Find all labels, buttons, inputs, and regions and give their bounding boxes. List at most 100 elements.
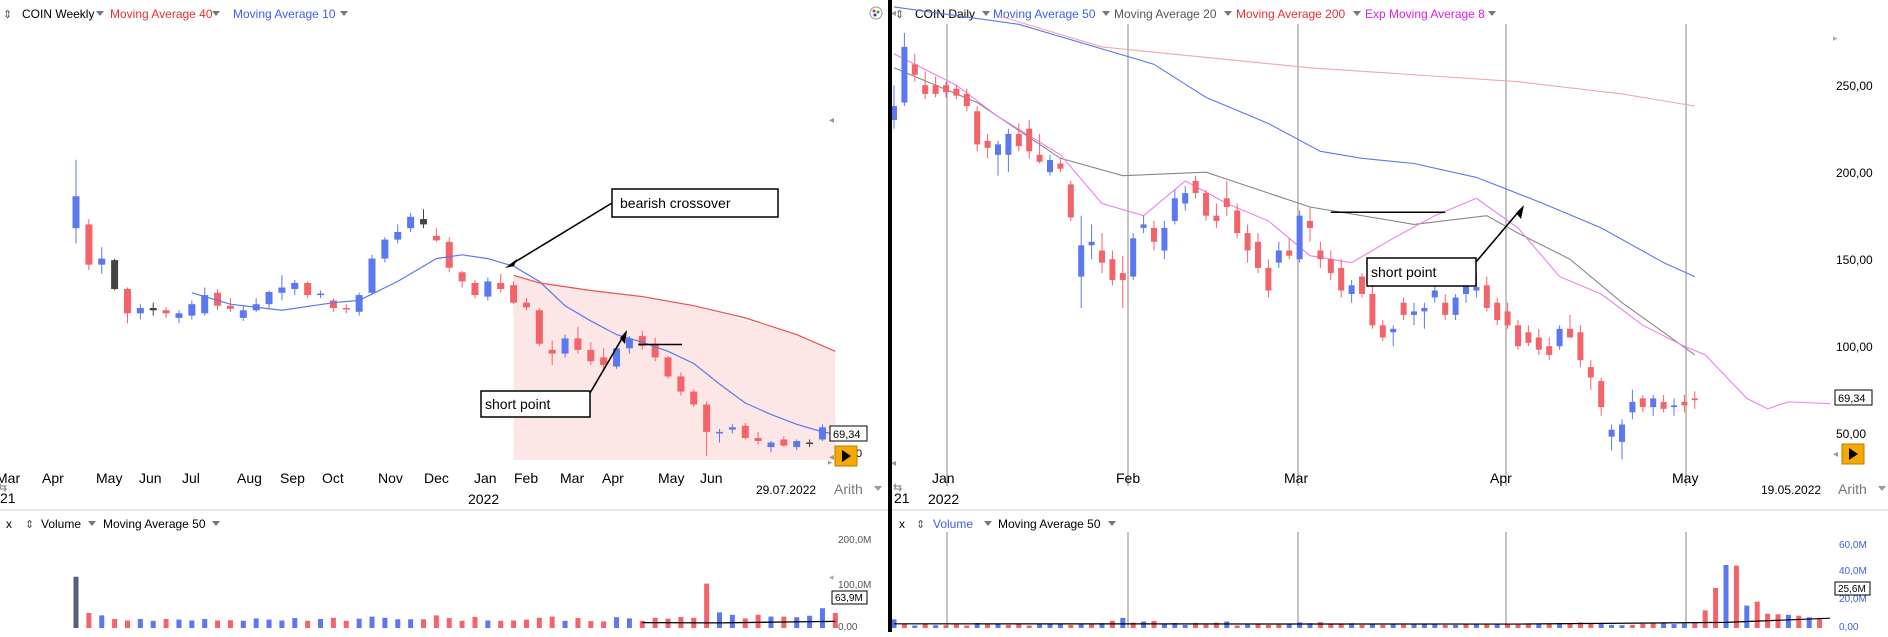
volume-title[interactable]: Volume <box>41 517 81 531</box>
arrowhead <box>620 330 627 344</box>
volume-bar <box>408 619 414 628</box>
volume-bar <box>472 616 478 628</box>
volume-bar <box>832 613 838 628</box>
ma200-indicator-label[interactable]: Moving Average 200 <box>1236 7 1346 21</box>
ma10-indicator-label[interactable]: Moving Average 10 <box>233 7 336 21</box>
symbol-selector-icon[interactable]: ⇕ <box>25 519 34 531</box>
daily-candle <box>1192 175 1199 199</box>
volume-bar <box>1505 623 1511 628</box>
dropdown-icon[interactable] <box>96 11 104 16</box>
candle-body <box>239 310 247 318</box>
scroll-right-icon[interactable]: ▸ <box>1833 33 1838 43</box>
volume-bar <box>1546 623 1552 628</box>
close-volume-icon[interactable]: x <box>899 517 905 531</box>
candle-body <box>1067 184 1074 218</box>
candle-body <box>471 282 479 296</box>
volume-axis-label: 100,0M <box>838 580 871 591</box>
symbol-selector-icon[interactable]: ⇕ <box>3 9 12 21</box>
symbol-selector-icon[interactable]: ⇕ <box>895 9 904 21</box>
weekly-candle <box>394 224 402 244</box>
symbol-selector-icon[interactable]: ⇕ <box>916 519 925 531</box>
candle-body <box>1442 302 1449 315</box>
scroll-left-icon[interactable]: ◂ <box>829 115 834 126</box>
x-axis-month-label: Jan <box>932 470 955 486</box>
weekly-candle <box>793 439 801 451</box>
volume-bar <box>1182 624 1188 628</box>
dropdown-icon[interactable] <box>1102 11 1110 16</box>
scale-mode-label[interactable]: Arith <box>1838 481 1867 497</box>
volume-bar <box>1130 622 1136 628</box>
daily-candle <box>1681 394 1688 413</box>
volume-bar <box>292 618 298 628</box>
daily-candle <box>943 81 949 98</box>
dropdown-icon[interactable] <box>984 521 992 526</box>
volume-bar <box>891 619 897 628</box>
ma40-indicator-label[interactable]: Moving Average 40 <box>110 7 213 21</box>
candle-body <box>407 216 415 229</box>
weekly-candle <box>149 302 157 316</box>
dropdown-icon[interactable] <box>340 11 348 16</box>
daily-candle <box>1535 328 1542 355</box>
daily-candle <box>1057 158 1064 173</box>
x-axis-month-label: Jun <box>139 470 162 486</box>
scroll-left-icon[interactable]: ◂ <box>891 458 896 469</box>
daily-candle <box>1629 389 1636 420</box>
volume-bar <box>1473 624 1479 628</box>
volume-ma-label[interactable]: Moving Average 50 <box>103 517 206 531</box>
volume-axis-label: 20,0M <box>1839 594 1867 605</box>
scroll-left-icon[interactable]: ◂ <box>829 572 834 582</box>
dropdown-icon[interactable] <box>1224 11 1232 16</box>
scale-dropdown-icon[interactable] <box>874 486 882 491</box>
pan-icon[interactable]: ⇆ <box>0 482 7 494</box>
scroll-left-icon[interactable]: ◂ <box>1833 449 1838 460</box>
volume-bar <box>369 616 375 628</box>
dropdown-icon[interactable] <box>212 521 220 526</box>
weekly-candle <box>317 290 325 299</box>
scroll-right-icon[interactable]: ▸ <box>828 457 833 467</box>
volume-bar <box>819 608 825 628</box>
volume-axis-label: 200,0M <box>838 535 871 546</box>
candle-body <box>1369 294 1376 326</box>
volume-bar <box>1754 601 1760 628</box>
chart-divider[interactable] <box>888 0 892 632</box>
daily-candle <box>1234 203 1241 239</box>
volume-bar <box>1577 622 1583 628</box>
volume-title[interactable]: Volume <box>933 517 973 531</box>
volume-bar <box>1702 610 1708 628</box>
annotation-box <box>480 390 591 418</box>
volume-ma-label[interactable]: Moving Average 50 <box>998 517 1101 531</box>
scale-mode-label[interactable]: Arith <box>834 481 863 497</box>
ma50-indicator-label[interactable]: Moving Average 50 <box>993 7 1096 21</box>
dropdown-icon[interactable] <box>1353 11 1361 16</box>
candle-body <box>1161 227 1168 251</box>
close-volume-icon[interactable]: x <box>6 517 12 531</box>
volume-bar <box>1349 623 1355 628</box>
dropdown-icon[interactable] <box>212 11 220 16</box>
weekly-symbol-label[interactable]: COIN Weekly <box>22 7 94 21</box>
volume-bar <box>755 614 761 628</box>
volume-bar <box>1775 614 1781 628</box>
candle-body <box>1567 328 1573 338</box>
dropdown-icon[interactable] <box>1108 521 1116 526</box>
settings-icon[interactable] <box>869 6 883 20</box>
scroll-left-icon[interactable]: ◂ <box>829 452 834 463</box>
candle-body <box>1691 398 1698 401</box>
candle-body <box>780 439 788 446</box>
scale-dropdown-icon[interactable] <box>1878 486 1886 491</box>
dropdown-icon[interactable] <box>1488 11 1496 16</box>
daily-candle <box>1296 210 1303 263</box>
daily-candle <box>1515 320 1521 350</box>
candle-body <box>806 442 814 445</box>
scroll-left-icon[interactable]: ◂ <box>891 8 896 19</box>
candle-body <box>1286 250 1293 256</box>
daily-candle <box>1015 123 1022 152</box>
dropdown-icon[interactable] <box>88 521 96 526</box>
ema8-indicator-label[interactable]: Exp Moving Average 8 <box>1365 7 1485 21</box>
pan-icon[interactable]: ⇆ <box>893 482 902 494</box>
candle-body <box>613 348 621 367</box>
price-axis-label: 50,00 <box>1836 427 1866 441</box>
weekly-candle <box>741 422 749 440</box>
candle-body <box>677 376 685 392</box>
ma20-indicator-label[interactable]: Moving Average 20 <box>1114 7 1217 21</box>
dropdown-icon[interactable] <box>982 11 990 16</box>
